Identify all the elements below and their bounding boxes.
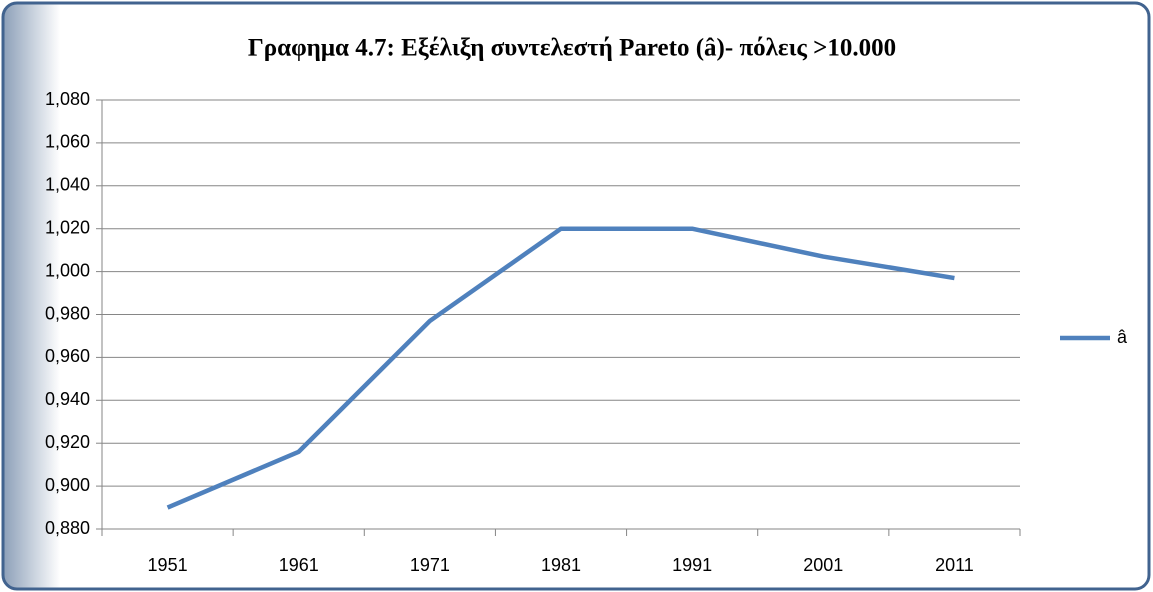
x-tick-label: 2001 [803, 555, 843, 575]
y-tick-label: 1,040 [45, 175, 90, 195]
legend-label: â [1117, 327, 1128, 347]
y-tick-label: 1,060 [45, 132, 90, 152]
line-series [166, 226, 955, 510]
y-tick-label: 0,980 [45, 303, 90, 323]
y-tick-label: 0,900 [45, 475, 90, 495]
y-tick-label: 0,880 [45, 518, 90, 538]
x-tick-label: 2011 [935, 555, 974, 575]
chart-title: Γραφημα 4.7: Εξέλιξη συντελεστή Pareto (… [248, 35, 896, 62]
y-tick-label: 0,940 [45, 389, 90, 409]
x-tick-label: 1961 [279, 555, 319, 575]
x-tick-label: 1951 [148, 555, 188, 575]
x-tick-label: 1991 [672, 555, 712, 575]
y-tick-label: 1,080 [45, 89, 90, 109]
y-tick-label: 0,960 [45, 346, 90, 366]
y-tick-label: 0,920 [45, 432, 90, 452]
x-tick-label: 1981 [541, 555, 581, 575]
y-tick-label: 1,000 [45, 260, 90, 280]
x-tick-label: 1971 [410, 555, 450, 575]
y-tick-label: 1,020 [45, 217, 90, 237]
